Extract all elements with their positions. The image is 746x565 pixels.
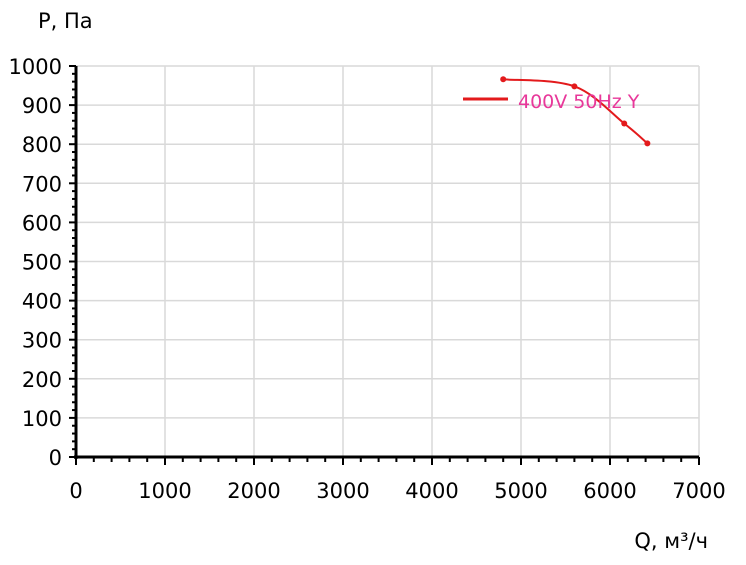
legend: 400V 50Hz Y [463,91,640,113]
y-axis-title: P, Па [38,9,93,33]
y-tick-label-500: 500 [22,251,62,275]
legend-label-series-1: 400V 50Hz Y [518,91,640,113]
data-point-1-4 [644,140,651,147]
y-tick-label-900: 900 [22,94,62,118]
y-tick-label-700: 700 [22,172,62,196]
data-point-1-3 [621,120,628,127]
x-tick-label-6000: 6000 [583,479,636,503]
axes [69,65,700,465]
x-tick-label-0: 0 [69,479,82,503]
data-point-1-1 [500,76,507,83]
series-line-1 [503,78,649,145]
series-layer [500,76,651,147]
y-tick-label-1000: 1000 [9,55,62,79]
y-tick-label-800: 800 [22,133,62,157]
y-tick-labels: 0 100 200 300 400 500 600 700 800 900 1000 [9,55,62,470]
x-tick-labels: 0 1000 2000 3000 4000 5000 6000 7000 [69,479,725,503]
x-axis-title: Q, м³/ч [634,529,708,553]
x-tick-label-4000: 4000 [405,479,458,503]
y-tick-label-0: 0 [49,446,62,470]
y-tick-label-400: 400 [22,290,62,314]
x-tick-label-3000: 3000 [316,479,369,503]
x-tick-label-7000: 7000 [672,479,725,503]
y-tick-label-100: 100 [22,407,62,431]
x-tick-label-1000: 1000 [138,479,191,503]
y-tick-label-200: 200 [22,368,62,392]
x-tick-label-2000: 2000 [227,479,280,503]
data-point-1-2 [571,83,578,90]
y-tick-label-300: 300 [22,329,62,353]
y-tick-label-600: 600 [22,211,62,235]
x-tick-label-5000: 5000 [494,479,547,503]
